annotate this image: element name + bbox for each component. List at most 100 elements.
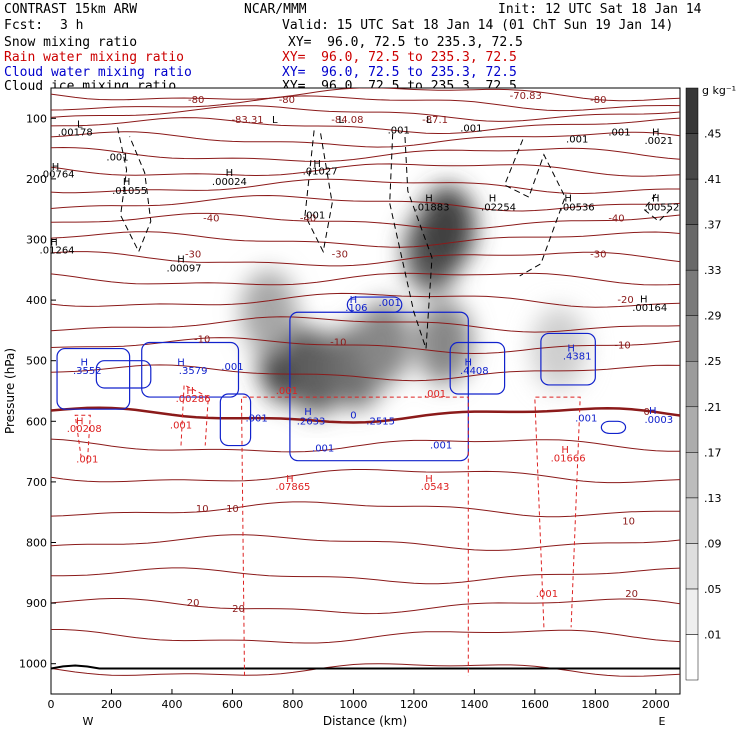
y-tick-1: 200	[26, 173, 47, 186]
ice-label-3: H	[52, 162, 60, 173]
cloud-label-17: .001	[312, 444, 334, 455]
cloud-contour-1	[141, 341, 240, 398]
xy-cloud: XY= 96.0, 72.5 to 235.3, 72.5	[282, 65, 517, 80]
model-title: CONTRAST 15km ARW	[4, 2, 138, 17]
isotherm-17	[51, 406, 680, 424]
temperature-label-1: -80	[279, 95, 295, 106]
colorbar-level-4: .17	[704, 446, 722, 459]
isotherm-9	[51, 212, 680, 230]
cloud-contour-0	[56, 347, 131, 410]
temperature-label-15: -10	[330, 338, 346, 349]
ice-label-12: L	[272, 115, 278, 126]
temperature-label-18: 10	[196, 504, 209, 515]
temperature-label-23: 20	[625, 589, 638, 600]
isotherm-24	[51, 629, 680, 644]
ice-label-28: .001	[608, 127, 630, 138]
temperature-label-10: -30	[185, 250, 201, 261]
cloud-label-16: .001	[246, 413, 268, 424]
xy-rain: XY= 96.0, 72.5 to 235.3, 72.5	[282, 50, 517, 65]
isotherm-19	[51, 469, 680, 484]
colorbar-cell-10	[685, 178, 699, 225]
temperature-label-8: -40	[300, 213, 316, 224]
rain-label-3: .00208	[67, 424, 102, 435]
y-tick-4: 500	[26, 355, 47, 368]
ice-label-0: L	[77, 119, 83, 130]
isotherm-15	[51, 337, 680, 355]
y-tick-6: 700	[26, 476, 47, 489]
temperature-label-14: -10	[194, 335, 210, 346]
ice-label-32: .00097	[167, 264, 202, 275]
colorbar-level-11: .45	[704, 128, 722, 141]
isotherm-25	[51, 663, 680, 677]
temperature-label-22: 20	[232, 604, 245, 615]
cloud-contour-5	[449, 341, 506, 395]
y-tick-3: 400	[26, 294, 47, 307]
ice-label-5: H	[123, 177, 131, 188]
snow-blob-6	[416, 300, 473, 385]
rain-label-8: H	[286, 474, 294, 485]
ice-label-18: .01883	[415, 202, 450, 213]
ice-contour-3	[503, 139, 566, 277]
isotherm-22	[51, 567, 680, 585]
y-tick-0: 100	[26, 112, 47, 125]
rain-contour-0	[240, 396, 469, 676]
fcst-value: 3 h	[60, 18, 84, 33]
ice-label-11: .001	[303, 210, 325, 221]
temperature-label-20: 10	[622, 516, 635, 527]
rain-water-contours	[74, 384, 581, 676]
isotherm-5	[51, 146, 680, 162]
ice-contour-2	[389, 133, 433, 349]
rain-label-10: H	[425, 474, 433, 485]
init-time: Init: 12 UTC Sat 18 Jan 14	[498, 2, 702, 17]
cloud-contour-7	[219, 393, 252, 447]
ice-label-29: H	[50, 238, 58, 249]
cloud-label-5: H	[350, 295, 358, 306]
rain-contour-2	[180, 384, 209, 446]
ice-label-19: H	[489, 193, 497, 204]
y-tick-5: 600	[26, 415, 47, 428]
isotherms	[51, 88, 680, 677]
colorbar-cell-2	[685, 543, 699, 590]
ice-label-2: .001	[106, 153, 128, 164]
west-label: W	[83, 715, 94, 728]
isotherm-2	[51, 105, 680, 122]
field-snow: Snow mixing ratio	[4, 35, 138, 50]
temperature-label-0: -80	[188, 95, 204, 106]
ice-label-33: H	[640, 295, 648, 306]
cloud-label-12: H	[304, 407, 312, 418]
colorbar-cell-7	[685, 315, 699, 362]
east-label: E	[659, 715, 666, 728]
cloud-label-3: .3579	[179, 366, 208, 377]
rain-label-7: .001	[424, 389, 446, 400]
cloud-label-4: .001	[221, 362, 243, 373]
ice-label-34: .00164	[632, 303, 667, 314]
ground-line	[51, 664, 680, 670]
colorbar-level-8: .33	[704, 264, 722, 277]
ice-label-24: .00552	[644, 202, 679, 213]
rain-label-6: .001	[276, 386, 298, 397]
cloud-label-6: .106	[345, 303, 367, 314]
colorbar-cell-5	[685, 406, 699, 453]
isotherm-7	[51, 178, 680, 195]
rain-contour-3	[534, 396, 581, 628]
temperature-label-9: -40	[608, 213, 624, 224]
x-tick-2: 400	[161, 698, 182, 711]
field-cloud: Cloud water mixing ratio	[4, 65, 192, 80]
field-rain: Rain water mixing ratio	[4, 50, 185, 65]
cloud-label-0: H	[80, 358, 88, 369]
colorbar-cell-11	[685, 133, 699, 180]
colorbar-cell-4	[685, 452, 699, 499]
ice-label-23: H	[652, 193, 660, 204]
x-tick-5: 1000	[339, 698, 367, 711]
colorbar-level-3: .13	[704, 492, 722, 505]
cloud-label-11: .4381	[563, 351, 592, 362]
ice-label-9: H	[313, 159, 321, 170]
isotherm-3	[51, 117, 680, 135]
isotherm-11	[51, 251, 680, 267]
cloud-water-contours	[56, 296, 627, 462]
isotherm-6	[51, 163, 680, 177]
x-tick-4: 800	[282, 698, 303, 711]
colorbar-level-7: .29	[704, 310, 722, 323]
y-tick-2: 300	[26, 234, 47, 247]
